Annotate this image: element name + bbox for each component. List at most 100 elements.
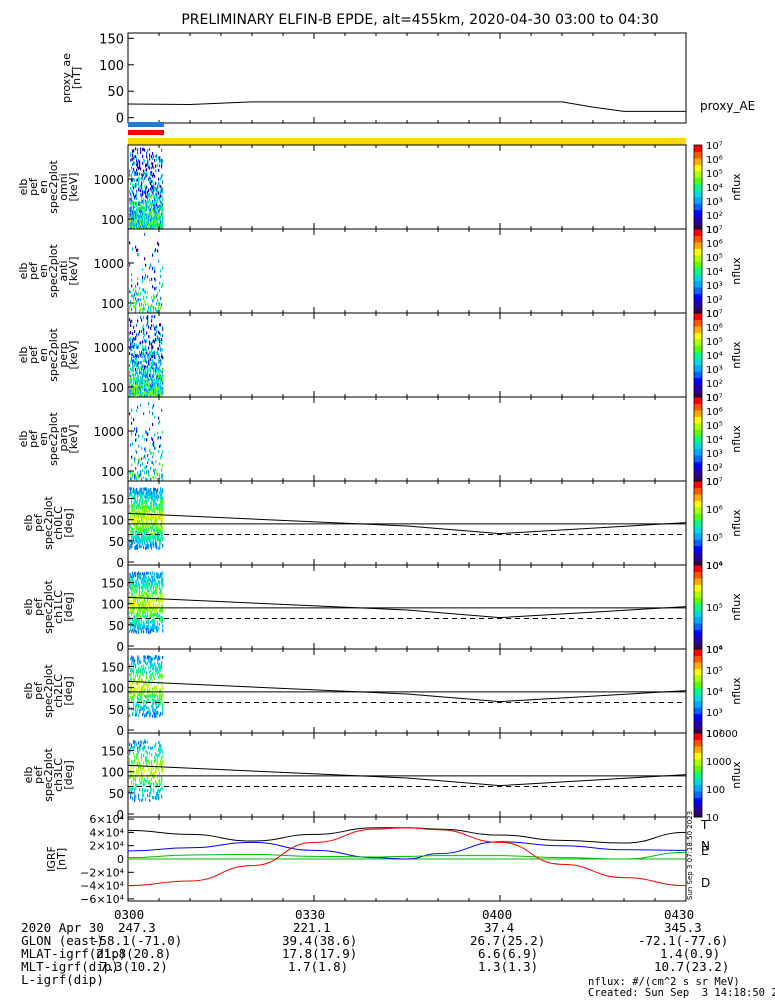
panel-ch0LC-pixel xyxy=(146,544,148,548)
panel-ch1LC-pixel xyxy=(160,592,162,596)
panel-omni-pixel xyxy=(145,172,147,176)
panel-omni-colorbar-segment xyxy=(694,190,702,198)
panel-para-pixel xyxy=(138,444,140,448)
panel-omni-pixel xyxy=(152,164,154,168)
panel-ch2LC-pixel xyxy=(132,696,134,700)
panel-ch1LC-pixel xyxy=(162,594,164,598)
panel-omni-pixel xyxy=(134,205,136,209)
panel-ch0LC-pixel xyxy=(135,535,137,539)
panel-omni-pixel xyxy=(146,225,148,229)
panel-ch0LC-pixel xyxy=(147,531,149,535)
panel-perp-pixel xyxy=(152,345,154,349)
panel-perp-pixel xyxy=(147,377,149,381)
panel-omni-pixel xyxy=(135,147,137,151)
panel-ch1LC-frame xyxy=(127,564,687,650)
panel-ch2LC-pixel xyxy=(133,672,135,676)
panel-ch3LC-pixel xyxy=(130,792,132,796)
panel-omni-pixel xyxy=(140,205,142,209)
panel-ch2LC-pixel xyxy=(155,655,157,659)
panel-para-pixel xyxy=(143,412,145,416)
panel-perp-pixel xyxy=(155,369,157,373)
panel-ch1LC-pixel xyxy=(150,585,152,589)
panel-para-pixel xyxy=(162,478,164,481)
panel-anti-pixel xyxy=(134,301,136,305)
panel-ch2LC-pixel xyxy=(151,675,153,679)
panel-ch1LC-pixel xyxy=(141,591,143,595)
panel-ch0LC-pixel xyxy=(139,492,141,496)
panel-perp-pixel xyxy=(133,392,135,396)
panel-anti-pixel xyxy=(154,270,156,274)
panel-omni-pixel xyxy=(151,161,153,165)
panel-ch2LC-colorbar-segment xyxy=(694,713,702,721)
footer-row-3-label: MLAT-igrf(dip) xyxy=(21,945,127,961)
panel-ch2LC-pixel xyxy=(143,701,145,705)
panel-ch1LC-pixel xyxy=(153,591,155,595)
panel-ch0LC-ylabel-line: [deg] xyxy=(62,508,75,537)
panel-ch2LC-colorbar-segment xyxy=(694,687,702,695)
panel-ch0LC-pixel xyxy=(150,525,152,529)
mlat-0400: 26.7(25.2) xyxy=(470,933,546,948)
panel-perp-pixel xyxy=(131,377,133,381)
panel-ch0LC-pixel xyxy=(156,545,158,549)
panel-para-pixel xyxy=(155,447,157,451)
panel-perp-pixel xyxy=(161,389,163,393)
panel-ch0LC-pixel xyxy=(147,511,149,515)
panel-ch3LC-pixel xyxy=(147,740,149,744)
panel-anti-pixel xyxy=(132,294,134,298)
panel-ch1LC-pixel xyxy=(131,575,133,579)
panel-anti-pixel xyxy=(152,285,154,289)
panel-omni-pixel xyxy=(162,205,164,209)
panel-ch1LC-pixel xyxy=(156,573,158,577)
panel-ch0LC-pixel xyxy=(148,536,150,540)
panel-ch3LC-ylabel-line: ch3LC xyxy=(52,758,65,792)
panel-perp-pixel xyxy=(141,351,143,355)
panel-ch3LC-pixel xyxy=(159,779,161,783)
panel-ch0LC-pixel xyxy=(150,501,152,505)
panel-ch0LC-pixel xyxy=(141,494,143,498)
panel-ch2LC-pixel xyxy=(143,655,145,659)
panel-omni-pixel xyxy=(148,188,150,192)
panel-perp-pixel xyxy=(149,367,151,371)
panel-ch0LC-pixel xyxy=(134,489,136,493)
panel-omni-pixel xyxy=(130,209,132,213)
status-bar-yellow xyxy=(128,138,686,145)
panel-para-frame xyxy=(127,396,687,482)
panel-ch1LC-pixel xyxy=(162,605,164,609)
panel-perp-pixel xyxy=(138,378,140,382)
panel-omni-pixel xyxy=(134,220,136,224)
panel-perp-pixel xyxy=(134,379,136,383)
panel-ch0LC-colorbar-segment xyxy=(694,545,702,553)
panel-omni-pixel xyxy=(162,187,164,191)
panel-perp-pixel xyxy=(161,370,163,374)
panel-ch0LC-pixel xyxy=(151,493,153,497)
panel-ch0LC-pixel xyxy=(157,490,159,494)
panel-ch2LC-pixel xyxy=(135,713,137,717)
panel-perp-pixel xyxy=(132,390,134,394)
panel-ch2LC-pixel xyxy=(156,714,158,718)
panel-omni-pixel xyxy=(141,176,143,180)
panel-ch3LC-pixel xyxy=(156,796,158,800)
panel-ch3LC-pixel xyxy=(159,750,161,754)
panel-ch0LC-pixel xyxy=(159,543,161,547)
panel-ch3LC-colorbar-tick: 10 xyxy=(706,813,719,824)
panel-ch1LC-pixel xyxy=(154,625,156,629)
panel-ch0LC-ytick-label: 150 xyxy=(101,493,124,507)
panel-ch2LC-pixel xyxy=(153,698,155,702)
panel-anti-colorbar-segment xyxy=(694,235,702,243)
panel-ch1LC-pixel xyxy=(145,617,147,621)
panel-ch1LC-pixel xyxy=(129,575,131,579)
panel-ch2LC-pixel xyxy=(144,714,146,718)
panel-ch0LC-pixel xyxy=(153,544,155,548)
panel-ch0LC-pixel xyxy=(156,520,158,524)
footer-row-2: GLON (east) xyxy=(6,922,104,947)
panel-anti-pixel xyxy=(142,309,144,313)
panel-omni-colorbar-tick: 10² xyxy=(706,211,723,222)
panel-omni-pixel xyxy=(154,186,156,190)
panel-ch3LC-pixel xyxy=(142,793,144,797)
panel-anti-colorbar-segment xyxy=(694,293,702,301)
panel-ch1LC-pixel xyxy=(135,625,137,629)
panel-ch1LC-pixel xyxy=(161,609,163,613)
panel-perp-pixel xyxy=(161,361,163,365)
panel-perp-colorbar-tick: 10⁶ xyxy=(706,323,723,334)
panel-ch3LC-pixel xyxy=(134,760,136,764)
